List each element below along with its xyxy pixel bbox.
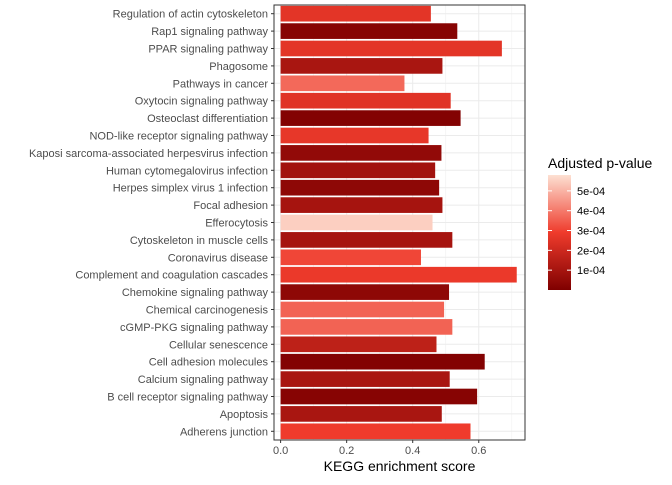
bar [280, 127, 429, 144]
legend-title: Adjusted p-value [548, 155, 653, 171]
bar [280, 249, 421, 266]
bar [280, 40, 502, 57]
bar [280, 336, 437, 353]
bar [280, 319, 453, 335]
legend-tick-label: 4e-04 [577, 206, 605, 218]
y-tick-label: Coronavirus disease [168, 252, 268, 264]
bar-layer [280, 5, 517, 440]
legend-tick-label: 1e-04 [577, 265, 605, 277]
bar [280, 301, 445, 318]
bar [280, 266, 517, 283]
y-axis: Regulation of actin cytoskeleton Rap1 sig… [29, 9, 274, 438]
bar [280, 214, 433, 231]
x-tick-label: 0.2 [339, 445, 354, 457]
y-tick-label: Herpes simplex virus 1 infection [113, 183, 268, 195]
y-tick-label: Apoptosis [220, 409, 269, 421]
x-axis: 0.0 0.2 0.4 0.6 [273, 440, 486, 457]
bar [280, 58, 443, 74]
y-tick-label: Osteoclast differentiation [147, 113, 268, 125]
y-tick-label: Focal adhesion [193, 200, 268, 212]
x-tick-label: 0.6 [471, 445, 486, 457]
bar [280, 423, 471, 440]
bar [280, 406, 442, 422]
bar [280, 197, 443, 213]
y-tick-label: Cellular senescence [169, 339, 268, 351]
y-tick-label: PPAR signaling pathway [148, 44, 268, 56]
y-tick-label: Rap1 signaling pathway [151, 26, 268, 38]
y-tick-label: NOD-like receptor signaling pathway [89, 131, 268, 143]
y-tick-label: B cell receptor signaling pathway [107, 392, 268, 404]
x-tick-label: 0.0 [273, 445, 288, 457]
y-tick-label: Efferocytosis [205, 218, 268, 230]
legend-ticks: 1e-04 2e-04 3e-04 4e-04 5e-04 [548, 186, 605, 277]
y-tick-label: Adherens junction [180, 426, 268, 438]
bar [280, 92, 451, 109]
y-tick-label: Calcium signaling pathway [138, 374, 269, 386]
legend-color-bar [548, 175, 571, 290]
y-tick-label: Kaposi sarcoma-associated herpesvirus in… [29, 148, 268, 160]
y-tick-label: Cytoskeleton in muscle cells [130, 235, 269, 247]
y-tick-label: Complement and coagulation cascades [75, 270, 268, 282]
y-tick-label: cGMP-PKG signaling pathway [120, 322, 268, 334]
color-legend: Adjusted p-value 1e-04 2e-04 3e-04 4e-04 5e-… [548, 155, 653, 290]
bar [280, 110, 461, 126]
bar [280, 353, 485, 370]
y-tick-label: Regulation of actin cytoskeleton [113, 9, 268, 21]
legend-tick-label: 2e-04 [577, 245, 605, 257]
x-axis-title: KEGG enrichment score [324, 458, 476, 474]
y-tick-label: Cell adhesion molecules [149, 357, 269, 369]
y-tick-label: Pathways in cancer [173, 78, 269, 90]
bar [280, 179, 440, 196]
bar [280, 75, 405, 92]
bar [280, 371, 450, 387]
bar [280, 5, 431, 22]
legend-tick-label: 3e-04 [577, 226, 605, 238]
x-tick-label: 0.4 [405, 445, 420, 457]
y-tick-label: Phagosome [209, 61, 268, 73]
bar [280, 284, 450, 300]
bar [280, 162, 436, 179]
bar [280, 23, 458, 39]
y-tick-label: Oxytocin signaling pathway [135, 96, 269, 108]
y-tick-label: Chemical carcinogenesis [146, 305, 269, 317]
y-tick-label: Human cytomegalovirus infection [106, 165, 268, 177]
y-tick-label: Chemokine signaling pathway [122, 287, 269, 299]
bar [280, 232, 453, 248]
bar [280, 145, 442, 161]
bar [280, 388, 478, 405]
legend-tick-label: 5e-04 [577, 186, 605, 198]
